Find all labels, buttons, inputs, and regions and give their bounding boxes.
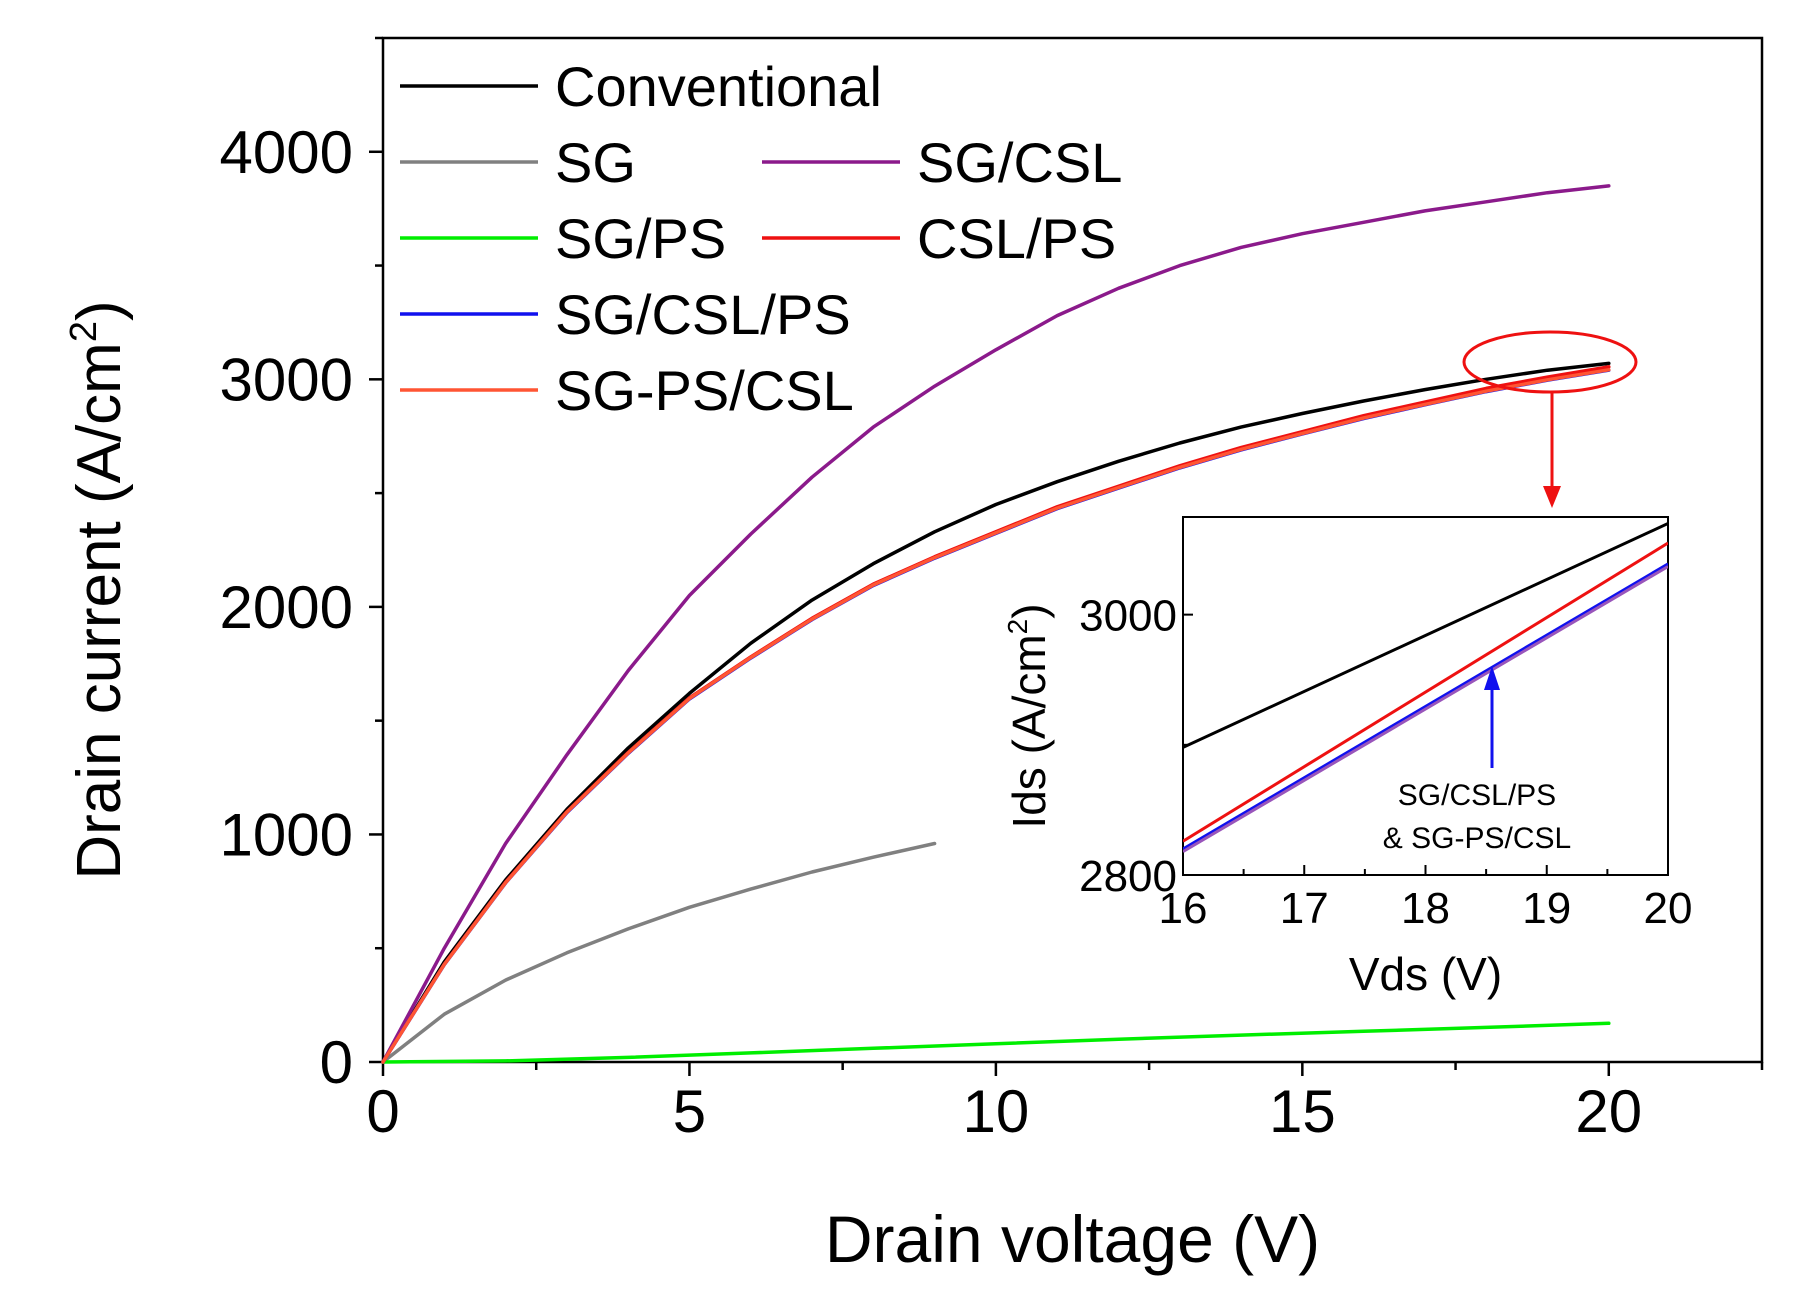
series-line-sg-csl xyxy=(381,184,1611,1064)
inset-x-tick-label: 19 xyxy=(1522,884,1571,933)
x-tick-label: 15 xyxy=(1269,1078,1336,1145)
y-axis-title: Drain current (A/cm2) xyxy=(63,300,134,879)
legend-label-sg-csl: SG/CSL xyxy=(917,131,1122,194)
legend: Conventional SG SG/CSL SG/PS CSL/PS SG/CSL/PS… xyxy=(400,55,1122,422)
series-line-conventional xyxy=(381,361,1611,1064)
y-tick-label: 1000 xyxy=(220,801,353,868)
y-axis-title-close: ) xyxy=(65,300,134,321)
inset-x-tick-label: 18 xyxy=(1401,884,1450,933)
series-line-sg-ps xyxy=(381,1021,1611,1064)
inset-annotation-line-2: & SG-PS/CSL xyxy=(1383,822,1571,855)
inset-annotation-line-1: SG/CSL/PS xyxy=(1398,779,1556,812)
legend-label-conventional: Conventional xyxy=(555,55,882,118)
inset-y-axis-title-main: Ids (A/cm xyxy=(1003,634,1055,828)
zoom-ellipse xyxy=(1462,330,1638,394)
legend-label-sg: SG xyxy=(555,131,636,194)
x-tick-label: 10 xyxy=(963,1078,1030,1145)
inset-series-line-sg-csl-ps xyxy=(1183,562,1668,851)
inset-series-line-csl-ps xyxy=(1183,541,1668,843)
series-line-sg-ps-csl xyxy=(381,368,1611,1064)
y-tick-label: 2000 xyxy=(220,574,353,641)
inset-x-tick-label: 16 xyxy=(1159,884,1208,933)
inset-plot: 16 17 18 19 20 2800 3000 Vds (V) Ids (A/cm2) SG/C… xyxy=(1002,516,1693,1000)
legend-label-sg-ps-csl: SG-PS/CSL xyxy=(555,359,854,422)
y-tick-label: 4000 xyxy=(220,119,353,186)
legend-label-csl-ps: CSL/PS xyxy=(917,207,1116,270)
legend-label-sg-ps: SG/PS xyxy=(555,207,726,270)
inset-y-axis-title-superscript: 2 xyxy=(1002,619,1033,635)
inset-frame xyxy=(1182,516,1669,876)
inset-y-tick-label: 2800 xyxy=(1079,852,1177,901)
inset-y-tick-label: 3000 xyxy=(1079,592,1177,641)
series-line-sg xyxy=(381,841,937,1064)
legend-label-sg-csl-ps: SG/CSL/PS xyxy=(555,283,851,346)
annotations xyxy=(1462,330,1638,768)
main-plot-frame xyxy=(381,36,1764,1064)
inset-series-line-sg-ps-csl xyxy=(1183,565,1668,853)
blue-arrow-head xyxy=(1484,666,1500,690)
y-axis-title-main: Drain current (A/cm xyxy=(65,342,134,879)
inset-x-tick-label: 17 xyxy=(1280,884,1329,933)
inset-y-axis-title-close: ) xyxy=(1003,603,1055,618)
y-tick-label: 0 xyxy=(320,1029,353,1096)
x-tick-label: 5 xyxy=(673,1078,706,1145)
inset-series-group xyxy=(1183,522,1668,853)
inset-x-tick-label: 20 xyxy=(1644,884,1693,933)
x-axis-title: Drain voltage (V) xyxy=(825,1202,1320,1276)
red-arrow-head xyxy=(1543,486,1561,508)
x-tick-label: 20 xyxy=(1575,1078,1642,1145)
inset-y-axis-title: Ids (A/cm2) xyxy=(1002,603,1055,828)
inset-x-axis-title: Vds (V) xyxy=(1349,948,1502,1000)
inset-series-line-conventional xyxy=(1183,522,1668,749)
x-tick-label: 0 xyxy=(366,1078,399,1145)
y-axis-title-superscript: 2 xyxy=(63,321,105,342)
main-plot: 0 5 10 15 20 0 1000 2000 3000 4000 Drain voltage (… xyxy=(63,36,1764,1276)
y-tick-label: 3000 xyxy=(220,346,353,413)
